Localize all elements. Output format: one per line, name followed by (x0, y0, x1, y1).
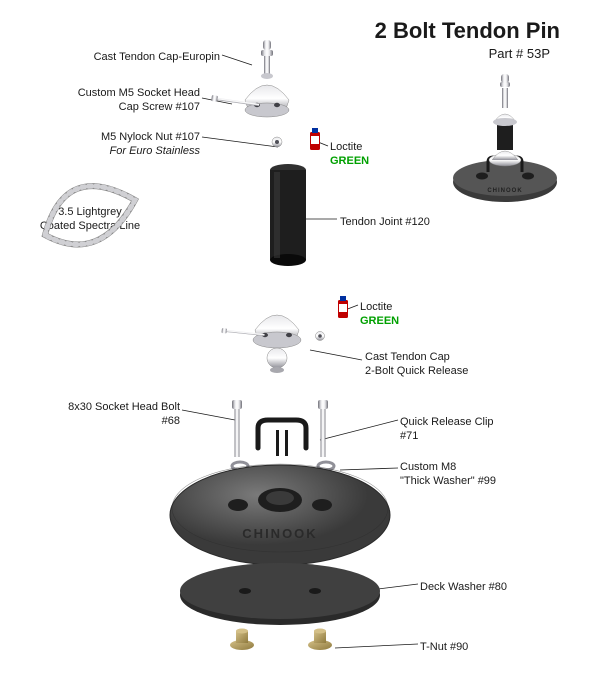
label-tendon-joint: Tendon Joint #120 (340, 215, 430, 229)
part-loctite-upper (310, 128, 320, 150)
label-m5-socket: Custom M5 Socket HeadCap Screw #107 (78, 86, 200, 115)
part-m5-nylock (272, 137, 282, 147)
part-lower-cap (253, 315, 301, 373)
part-tendon-joint (270, 164, 306, 266)
part-deck-washer (180, 563, 380, 625)
part-lower-screw (221, 328, 264, 337)
label-tnut: T-Nut #90 (420, 640, 468, 654)
part-quick-release-clip (258, 420, 306, 456)
part-loctite-lower (338, 296, 348, 318)
label-thick-washer: Custom M8"Thick Washer" #99 (400, 460, 496, 489)
page-title: 2 Bolt Tendon Pin (375, 18, 560, 44)
part-m5-screw (211, 95, 259, 108)
label-socket-bolt: 8x30 Socket Head Bolt#68 (68, 400, 180, 429)
svg-text:CHINOOK: CHINOOK (487, 188, 522, 194)
label-spectra-line: 3.5 LightgreyCoated Spectra Line (35, 205, 145, 234)
part-europin (245, 40, 289, 117)
part-base-plate: CHINOOK (170, 464, 390, 565)
part-lower-nut (316, 332, 325, 341)
label-loctite-upper: Loctite GREEN (330, 140, 380, 169)
thumbnail-assembled: CHINOOK (453, 74, 557, 202)
part-thick-washers (232, 462, 334, 470)
label-m5-nylock: M5 Nylock Nut #107 For Euro Stainless (101, 130, 200, 159)
part-socket-bolts (232, 400, 328, 457)
label-cast-tendon-cap-europin: Cast Tendon Cap-Europin (94, 50, 220, 64)
part-number: Part # 53P (489, 46, 550, 61)
part-tnuts (230, 629, 332, 651)
label-quick-clip: Quick Release Clip#71 (400, 415, 494, 444)
label-cast-cap-quick: Cast Tendon Cap2-Bolt Quick Release (365, 350, 468, 379)
label-loctite-lower: Loctite GREEN (360, 300, 410, 329)
svg-text:CHINOOK: CHINOOK (242, 526, 317, 541)
label-deck-washer: Deck Washer #80 (420, 580, 507, 594)
